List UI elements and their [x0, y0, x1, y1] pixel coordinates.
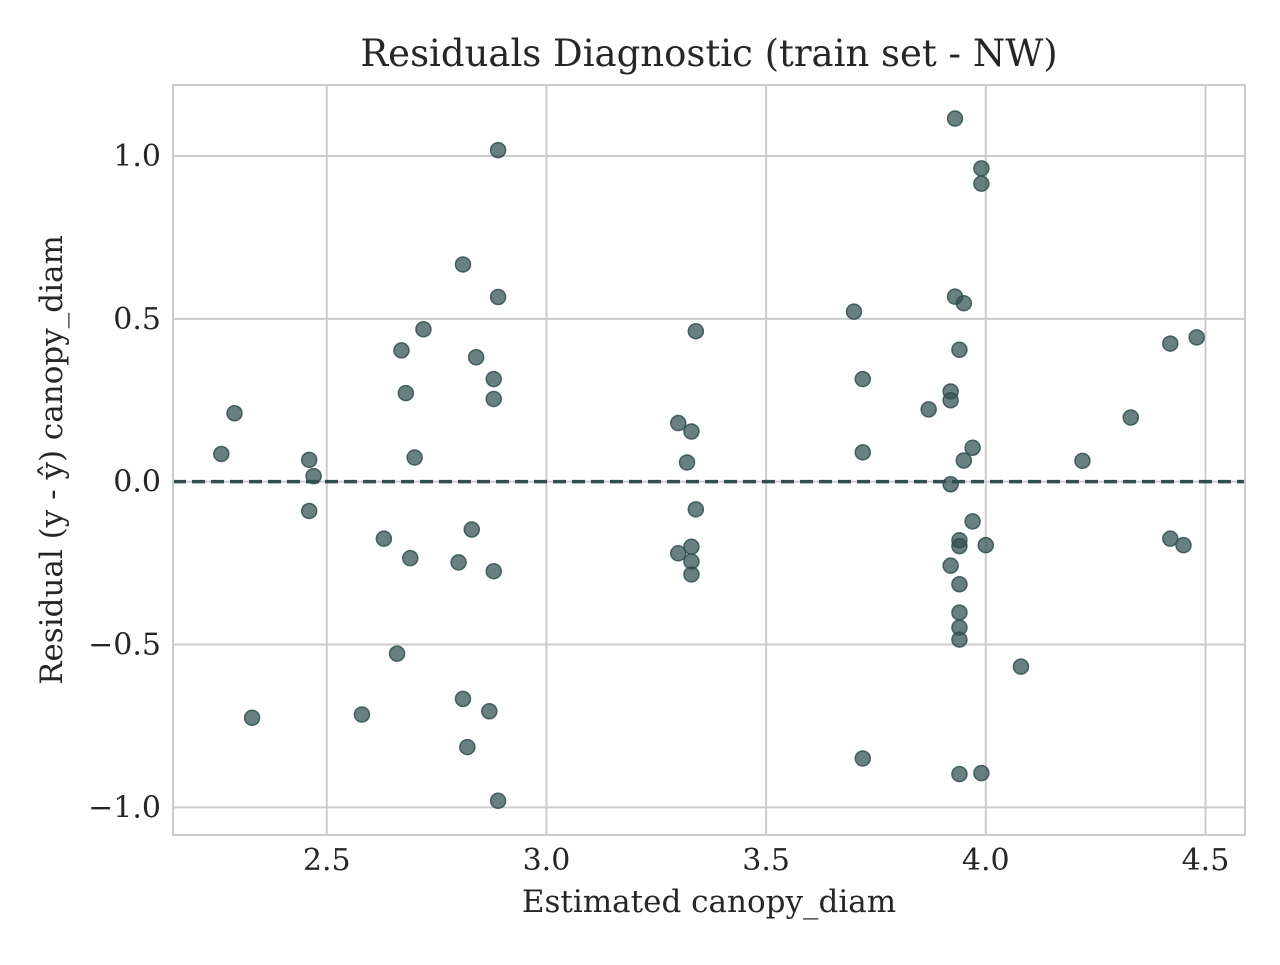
- y-tick-label: 0.0: [113, 465, 161, 500]
- residual-point: [683, 423, 700, 440]
- residual-point: [375, 530, 393, 547]
- residual-point: [489, 792, 507, 810]
- y-tick-label: 0.5: [113, 302, 161, 337]
- x-tick-label: 4.0: [962, 843, 1010, 878]
- x-axis-label: Estimated canopy_diam: [522, 884, 896, 920]
- residual-point: [401, 549, 419, 567]
- residual-point: [942, 476, 959, 493]
- residual-point: [1175, 536, 1192, 554]
- residual-point: [1074, 452, 1091, 470]
- residual-point: [1122, 409, 1140, 426]
- residual-point: [683, 566, 700, 583]
- residual-point: [467, 349, 485, 366]
- x-tick-label: 2.5: [303, 843, 351, 878]
- chart-title: Residuals Diagnostic (train set - NW): [360, 32, 1057, 75]
- residual-point: [481, 702, 498, 720]
- residual-point: [1162, 530, 1179, 547]
- residual-point: [951, 537, 968, 555]
- points-layer: [213, 110, 1205, 810]
- residual-point: [353, 706, 371, 723]
- residual-point: [415, 320, 432, 338]
- residual-point: [946, 110, 964, 127]
- residual-point: [951, 341, 968, 359]
- residual-point: [669, 545, 687, 562]
- plot-frame: [172, 84, 1246, 836]
- residual-point: [845, 303, 863, 320]
- residual-point: [489, 288, 507, 306]
- residual-point: [973, 160, 990, 177]
- residual-point: [243, 709, 261, 727]
- residual-point: [300, 502, 318, 520]
- y-axis-label: Residual (y - ŷ) canopy_diam: [34, 235, 70, 685]
- tick-label-layer: 2.5 3.0 3.5 4.0 4.5 1.0 0.5 0.0 −0.5 −1.0: [88, 139, 1229, 878]
- residual-point: [951, 575, 968, 593]
- x-tick-label: 3.5: [742, 843, 790, 878]
- residual-point: [454, 690, 472, 708]
- residual-point: [305, 467, 322, 485]
- residual-point: [454, 256, 472, 273]
- residual-point: [854, 750, 872, 767]
- residual-point: [920, 401, 937, 418]
- residual-point: [485, 562, 502, 580]
- residual-point: [450, 554, 467, 571]
- residual-point: [485, 390, 502, 408]
- residual-point: [951, 604, 968, 621]
- residual-point: [942, 557, 959, 574]
- residual-point: [955, 452, 973, 469]
- residual-point: [1162, 335, 1179, 352]
- residual-point: [973, 175, 990, 192]
- y-tick-label: −1.0: [88, 790, 161, 825]
- residual-point: [973, 764, 990, 782]
- residual-point: [955, 294, 973, 312]
- residual-point: [406, 449, 423, 466]
- residual-point: [687, 501, 705, 518]
- residual-point: [964, 513, 981, 530]
- residual-point: [1188, 329, 1205, 346]
- residual-point: [1012, 658, 1030, 675]
- residual-point: [463, 521, 481, 538]
- residual-point: [388, 645, 406, 662]
- residual-point: [397, 384, 415, 402]
- residual-point: [942, 391, 959, 409]
- residual-point: [964, 439, 981, 457]
- residual-point: [683, 538, 700, 556]
- residual-point: [669, 414, 687, 432]
- x-tick-label: 3.0: [523, 843, 571, 878]
- residual-point: [687, 322, 705, 340]
- residual-point: [951, 631, 968, 648]
- residual-point: [300, 451, 318, 469]
- residual-point: [977, 536, 995, 554]
- x-tick-label: 4.5: [1182, 843, 1230, 878]
- residual-point: [213, 445, 230, 463]
- residual-point: [854, 370, 872, 388]
- residual-point: [485, 370, 502, 388]
- residual-point: [951, 765, 968, 783]
- residual-point: [678, 454, 696, 471]
- residual-point: [459, 738, 476, 756]
- residual-point: [489, 141, 507, 159]
- residual-point: [854, 444, 872, 461]
- y-tick-label: −0.5: [88, 627, 161, 662]
- residual-point: [226, 405, 243, 422]
- y-tick-label: 1.0: [113, 139, 161, 174]
- residual-point: [393, 342, 410, 359]
